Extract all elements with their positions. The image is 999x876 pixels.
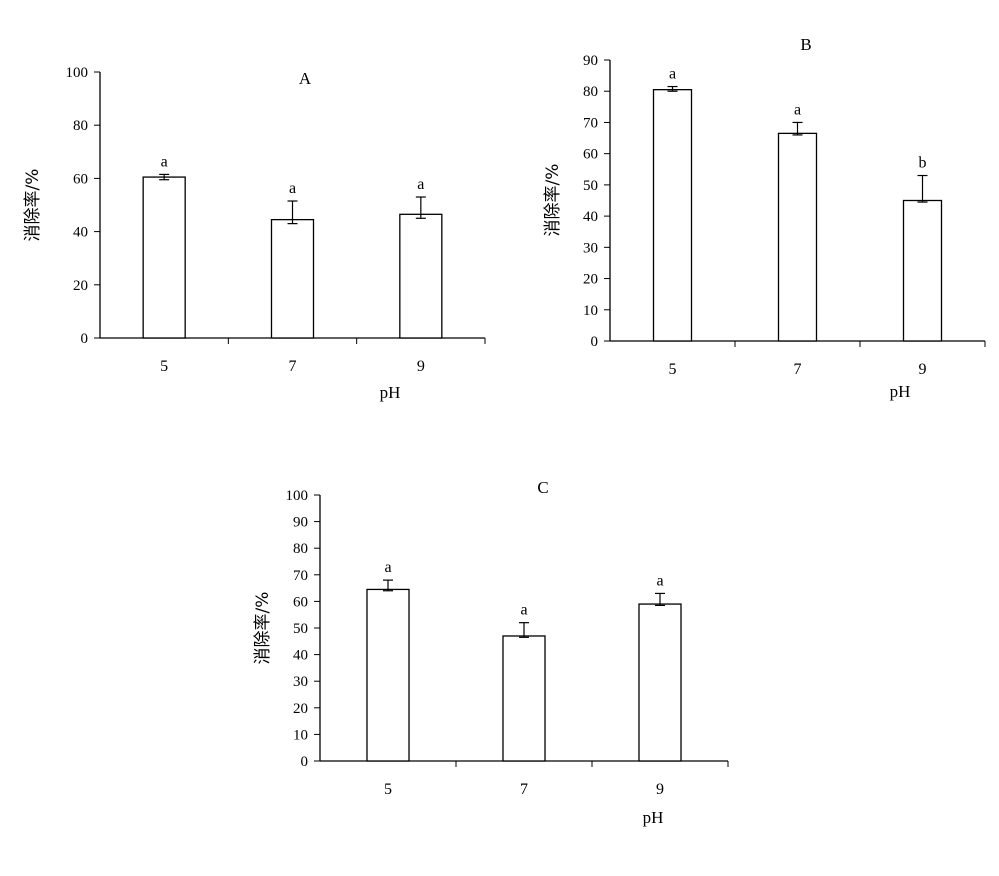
bar	[502, 635, 546, 762]
chart-panel-a: 0 20 40 60 80 100 a 5 a 7 a 9 ApH 消除率/%	[23, 65, 486, 402]
y-tick-label: 0	[301, 754, 309, 770]
significance-label: b	[919, 155, 927, 172]
y-tick-label: 10	[583, 303, 598, 319]
significance-label: a	[384, 559, 391, 576]
bar	[270, 218, 315, 339]
significance-label: a	[656, 572, 663, 589]
bar	[366, 588, 410, 762]
x-tick-label: 9	[656, 781, 664, 798]
y-tick-label: 40	[73, 225, 88, 241]
y-tick-label: 30	[583, 240, 598, 256]
x-tick-label: 5	[384, 781, 392, 798]
bar	[652, 89, 693, 342]
y-tick-label: 70	[583, 115, 598, 131]
x-tick-label: 7	[520, 781, 528, 798]
y-tick-label: 60	[73, 171, 88, 187]
y-tick-label: 50	[583, 178, 598, 194]
y-tick-label: 80	[583, 84, 598, 100]
x-tick-label: 9	[417, 358, 425, 375]
y-axis-label: 消除率/%	[543, 164, 563, 237]
chart-panel-b: 0 10 20 30 40 50 60 70 80 90 a 5 a 7 b 9 BpH 消除率/%	[543, 35, 986, 401]
y-tick-label: 80	[293, 541, 308, 557]
chart-title: A	[299, 69, 312, 88]
y-tick-label: 20	[583, 272, 598, 288]
y-tick-label: 100	[286, 488, 309, 504]
y-tick-label: 0	[81, 331, 89, 347]
x-axis-label: pH	[643, 808, 664, 827]
significance-label: a	[669, 66, 676, 83]
y-tick-label: 30	[293, 674, 308, 690]
x-tick-label: 5	[160, 358, 168, 375]
y-tick-label: 80	[73, 118, 88, 134]
y-tick-label: 60	[293, 594, 308, 610]
y-tick-label: 10	[293, 727, 308, 743]
chart-title: C	[537, 478, 548, 497]
bar	[399, 213, 443, 339]
y-tick-label: 60	[583, 147, 598, 163]
y-axis-label: 消除率/%	[253, 592, 273, 665]
x-axis-label: pH	[890, 382, 911, 401]
y-tick-label: 50	[293, 621, 308, 637]
x-tick-label: 7	[289, 358, 297, 375]
x-tick-label: 7	[794, 361, 802, 378]
y-tick-label: 20	[73, 278, 88, 294]
y-tick-label: 40	[293, 648, 308, 664]
significance-label: a	[161, 153, 168, 170]
x-tick-label: 9	[919, 361, 927, 378]
x-axis-label: pH	[380, 383, 401, 402]
significance-label: a	[520, 602, 527, 619]
bar	[638, 603, 682, 762]
y-tick-label: 20	[293, 701, 308, 717]
y-tick-label: 40	[583, 209, 598, 225]
y-tick-label: 70	[293, 568, 308, 584]
y-tick-label: 100	[66, 65, 89, 81]
x-tick-label: 5	[669, 361, 677, 378]
y-tick-label: 90	[583, 53, 598, 69]
bar	[777, 132, 818, 342]
chart-panel-c: 0 10 20 30 40 50 60 70 80 90 100 a 5 a 7 a 9 CpH 消除率/%	[253, 478, 729, 827]
chart-title: B	[800, 35, 811, 54]
bar	[902, 199, 943, 342]
significance-label: a	[289, 180, 296, 197]
y-axis-label: 消除率/%	[23, 169, 43, 242]
bar	[142, 176, 186, 339]
significance-label: a	[794, 101, 801, 118]
y-tick-label: 0	[591, 334, 599, 350]
significance-label: a	[417, 176, 424, 193]
y-tick-label: 90	[293, 515, 308, 531]
